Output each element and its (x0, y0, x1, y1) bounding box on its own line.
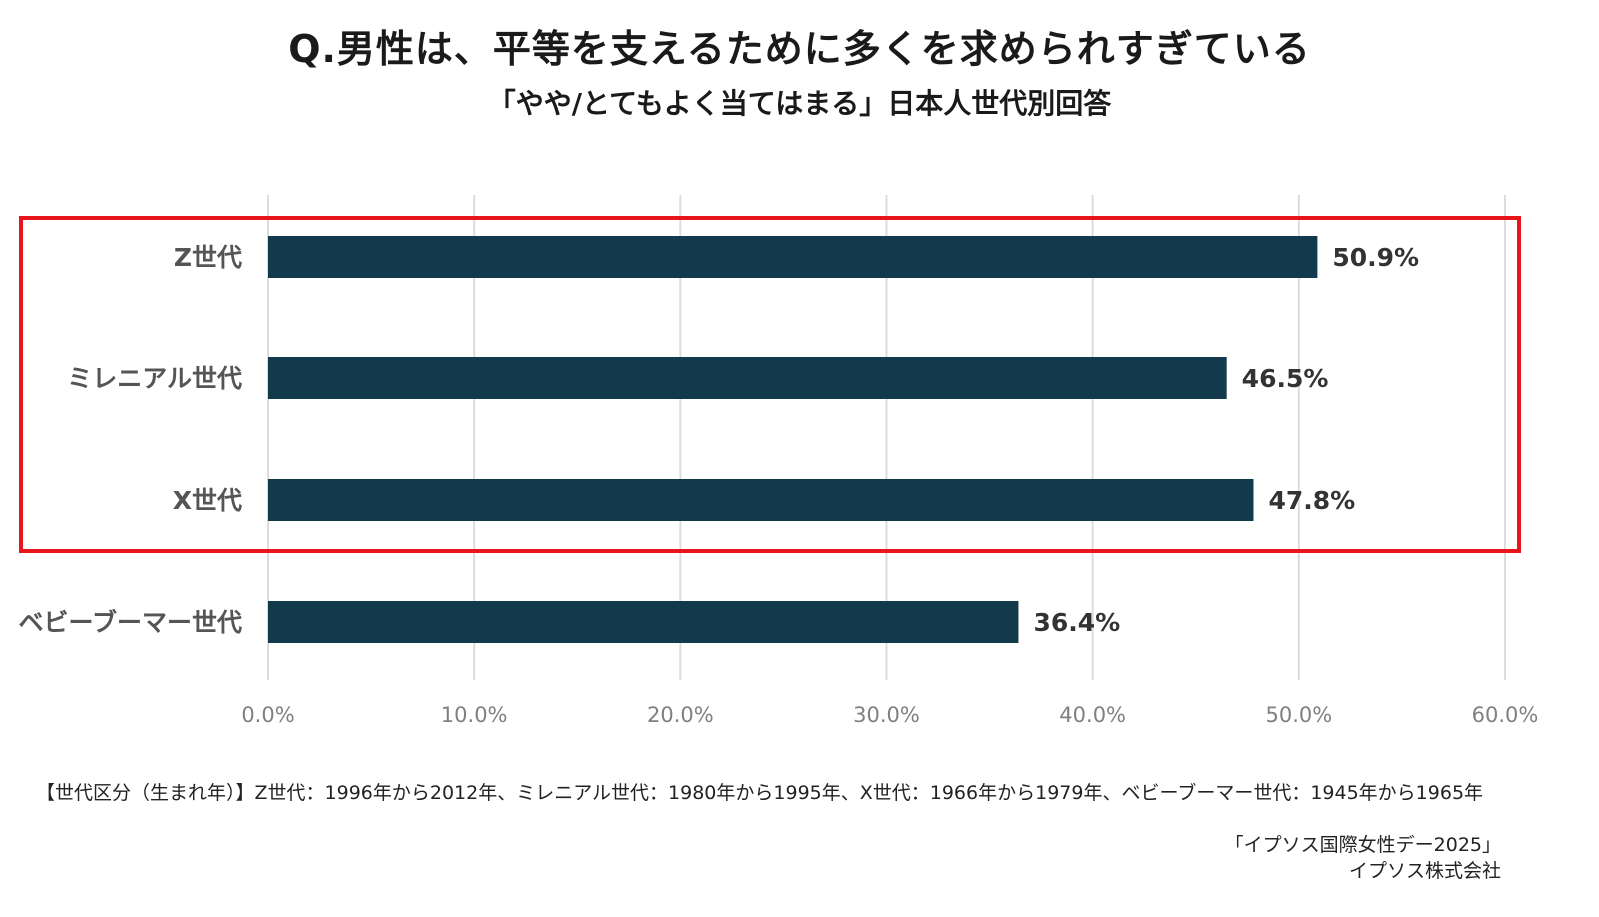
x-tick-label: 30.0% (853, 703, 920, 727)
x-tick-label: 60.0% (1472, 703, 1539, 727)
chart-title: Q.男性は、平等を支えるために多くを求められすぎている (288, 27, 1311, 71)
bar (268, 236, 1318, 278)
x-tick-label: 40.0% (1059, 703, 1126, 727)
x-tick-label: 10.0% (441, 703, 508, 727)
bar (268, 357, 1227, 399)
chart-subtitle: 「やや/とてもよく当てはまる」日本人世代別回答 (487, 87, 1112, 120)
highlight-box (19, 216, 1521, 553)
value-label: 46.5% (1242, 364, 1329, 393)
generation-definition-note: 【世代区分（生まれ年）】Z世代：1996年から2012年、ミレニアル世代：198… (36, 782, 1484, 804)
x-tick-label: 20.0% (647, 703, 714, 727)
value-label: 36.4% (1033, 608, 1120, 637)
bar (268, 601, 1019, 643)
category-label: ベビーブーマー世代 (18, 608, 242, 637)
source-company: イプソス株式会社 (1348, 860, 1501, 882)
source-survey-name: 「イプソス国際女性デー2025」 (1224, 834, 1501, 856)
x-tick-label: 50.0% (1265, 703, 1332, 727)
source-credit: 「イプソス国際女性デー2025」 イプソス株式会社 (1225, 832, 1501, 884)
category-label: ミレニアル世代 (67, 364, 242, 393)
x-tick-label: 0.0% (241, 703, 294, 727)
category-label: X世代 (173, 486, 242, 515)
category-label: Z世代 (174, 243, 242, 272)
value-label: 47.8% (1268, 486, 1355, 515)
bar (268, 479, 1254, 521)
value-label: 50.9% (1332, 243, 1419, 272)
